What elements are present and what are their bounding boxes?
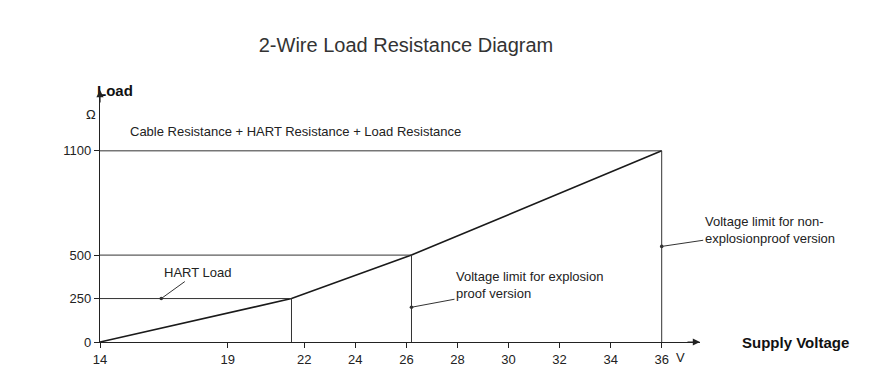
svg-text:Voltage limit for explosionpro: Voltage limit for explosionproof version — [456, 269, 603, 301]
svg-text:19: 19 — [220, 352, 234, 367]
svg-text:0: 0 — [84, 335, 91, 350]
svg-text:24: 24 — [348, 352, 362, 367]
svg-text:30: 30 — [501, 352, 515, 367]
svg-text:22: 22 — [297, 352, 311, 367]
svg-text:Ω: Ω — [86, 107, 96, 122]
svg-text:Cable Resistance + HART Resist: Cable Resistance + HART Resistance + Loa… — [130, 124, 461, 139]
svg-text:1100: 1100 — [63, 143, 91, 158]
svg-text:28: 28 — [450, 352, 464, 367]
svg-text:Voltage limit for non-explosio: Voltage limit for non-explosionproof ver… — [705, 214, 835, 246]
svg-text:HART Load: HART Load — [164, 265, 231, 280]
svg-text:2-Wire Load Resistance Diagram: 2-Wire Load Resistance Diagram — [259, 34, 554, 56]
svg-text:26: 26 — [399, 352, 413, 367]
svg-text:14: 14 — [93, 352, 107, 367]
svg-text:V: V — [676, 350, 685, 365]
svg-text:34: 34 — [603, 352, 617, 367]
svg-text:Supply Voltage: Supply Voltage — [742, 334, 849, 351]
svg-text:250: 250 — [69, 291, 91, 306]
svg-text:Load: Load — [97, 82, 133, 99]
svg-text:36: 36 — [654, 352, 668, 367]
svg-text:32: 32 — [552, 352, 566, 367]
svg-text:500: 500 — [69, 248, 91, 263]
